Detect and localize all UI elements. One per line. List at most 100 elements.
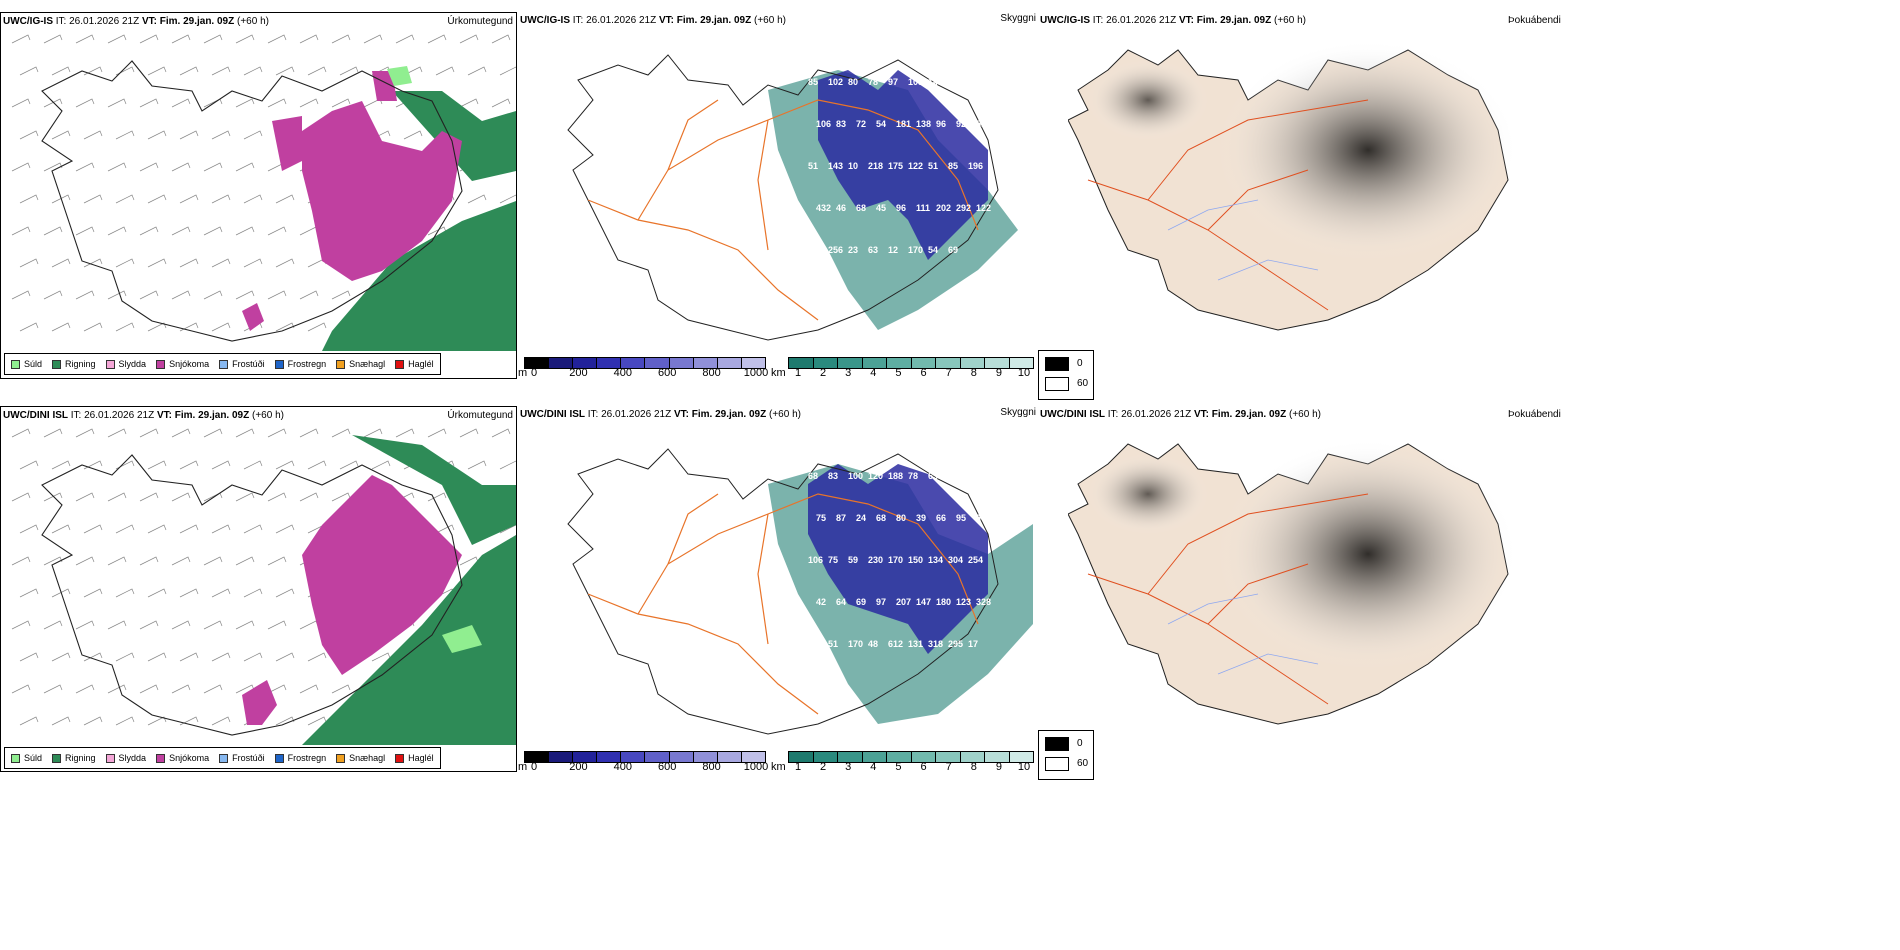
wind-barb xyxy=(499,194,516,204)
wind-barb xyxy=(147,524,167,534)
wind-barb xyxy=(83,588,103,598)
wind-barb xyxy=(51,194,71,204)
wind-barb xyxy=(51,130,71,140)
wind-barb xyxy=(211,652,231,662)
cloud-base-label: 100 xyxy=(848,471,863,481)
colorbar-tick-label: 600 xyxy=(658,761,677,773)
cloud-title-bottom: UWC/DINI ISL IT: 26.01.2026 21Z VT: Fim.… xyxy=(520,409,801,420)
rain-area xyxy=(322,91,516,351)
wind-barb xyxy=(75,34,95,44)
cloud-base-label: 23 xyxy=(848,245,858,255)
wind-barb xyxy=(83,524,103,534)
cloud-base-label: 106 xyxy=(816,119,831,129)
cover-legend-swatch-0 xyxy=(1045,737,1069,751)
cloud-base-label: 75 xyxy=(816,513,826,523)
cover-panel-bottom: UWC/DINI ISL IT: 26.01.2026 21Z VT: Fim.… xyxy=(1038,406,1900,780)
cloud-base-label: 12 xyxy=(888,245,898,255)
wind-barb xyxy=(107,492,127,502)
wind-barb xyxy=(211,66,231,76)
legend-item: Snæhagl xyxy=(336,359,385,369)
colorbar-tick-label: 4 xyxy=(870,761,877,773)
vis-unit-bottom: km xyxy=(771,761,786,773)
wind-barb xyxy=(83,194,103,204)
wind-barb xyxy=(179,66,199,76)
wind-barb xyxy=(51,460,71,470)
colorbar-tick-label: 0 xyxy=(530,761,538,773)
wind-barb xyxy=(107,162,127,172)
cloud-base-label: 85 xyxy=(808,77,818,87)
wind-barb xyxy=(403,66,423,76)
cover-field-name-top: Þokuábendi xyxy=(1508,15,1561,26)
vis-colorbar-bottom xyxy=(788,751,1034,763)
wind-barb xyxy=(235,492,255,502)
wind-barb xyxy=(267,620,287,630)
wind-barb xyxy=(83,258,103,268)
colorbar-tick-label: 10 xyxy=(1017,761,1031,773)
colorbar-tick-label: 5 xyxy=(895,761,902,773)
cloud-base-area xyxy=(808,464,988,654)
colorbar-tick-label: 8 xyxy=(970,367,977,379)
wind-barb xyxy=(147,652,167,662)
colorbar-tick-label: 7 xyxy=(945,367,952,379)
wind-barb xyxy=(75,620,95,630)
wind-barb xyxy=(19,258,39,268)
rain-area xyxy=(302,435,516,745)
legend-swatch xyxy=(395,359,405,369)
colorbar-tick-label: 600 xyxy=(658,367,677,379)
vis-colorbar-top xyxy=(788,357,1034,369)
cloud-base-label: 96 xyxy=(936,119,946,129)
cloud-base-label: 292 xyxy=(956,203,971,213)
road-network xyxy=(1087,493,1369,705)
cloud-base-label: 202 xyxy=(936,203,951,213)
wind-barb xyxy=(179,258,199,268)
legend-item: Slydda xyxy=(105,359,146,369)
wind-barb xyxy=(179,716,199,726)
wind-barb xyxy=(51,588,71,598)
wind-barb xyxy=(11,428,31,438)
cloud-base-label: 131 xyxy=(908,639,923,649)
precip-title-top: UWC/IG-IS IT: 26.01.2026 21Z VT: Fim. 29… xyxy=(3,16,269,27)
wind-barb xyxy=(43,34,63,44)
wind-barb xyxy=(499,66,516,76)
wind-barb xyxy=(299,290,319,300)
wind-barb xyxy=(147,460,167,470)
base-unit-bottom: m xyxy=(518,761,528,773)
wind-barb xyxy=(459,34,479,44)
wind-barb xyxy=(51,66,71,76)
wind-barb xyxy=(115,194,135,204)
wind-barb xyxy=(235,162,255,172)
cloud-base-label: 318 xyxy=(928,639,943,649)
wind-barb xyxy=(11,556,31,566)
wind-barb xyxy=(75,290,95,300)
colorbar-tick-label: 2 xyxy=(820,761,827,773)
wind-barb xyxy=(299,620,319,630)
cloud-base-label: 80 xyxy=(848,77,858,87)
wind-barb xyxy=(139,428,159,438)
wind-barb xyxy=(395,428,415,438)
snow-area xyxy=(242,303,264,331)
legend-swatch xyxy=(52,359,62,369)
cover-legend-swatch-0 xyxy=(1045,357,1069,371)
road-network xyxy=(1087,99,1369,311)
wind-barb xyxy=(11,684,31,694)
wind-barb xyxy=(275,524,295,534)
cloud-field-name-bottom: Skyggni xyxy=(1000,407,1036,418)
wind-barb xyxy=(363,428,383,438)
cloud-base-label: 83 xyxy=(836,119,846,129)
cloud-base-label: 51 xyxy=(808,161,818,171)
wind-barb xyxy=(11,98,31,108)
wind-barb xyxy=(171,290,191,300)
wind-barb xyxy=(43,620,63,630)
wind-barb xyxy=(43,290,63,300)
wind-barb xyxy=(395,34,415,44)
wind-barb xyxy=(243,524,263,534)
wind-barb xyxy=(467,194,487,204)
wind-barb xyxy=(459,556,479,566)
wind-barb xyxy=(267,34,287,44)
cloud-base-label: 75 xyxy=(828,555,838,565)
wind-barb xyxy=(171,98,191,108)
cover-map-bottom xyxy=(1068,439,1518,725)
wind-barb xyxy=(75,162,95,172)
cloud-base-label: 74 xyxy=(948,471,958,481)
wind-barb xyxy=(19,66,39,76)
